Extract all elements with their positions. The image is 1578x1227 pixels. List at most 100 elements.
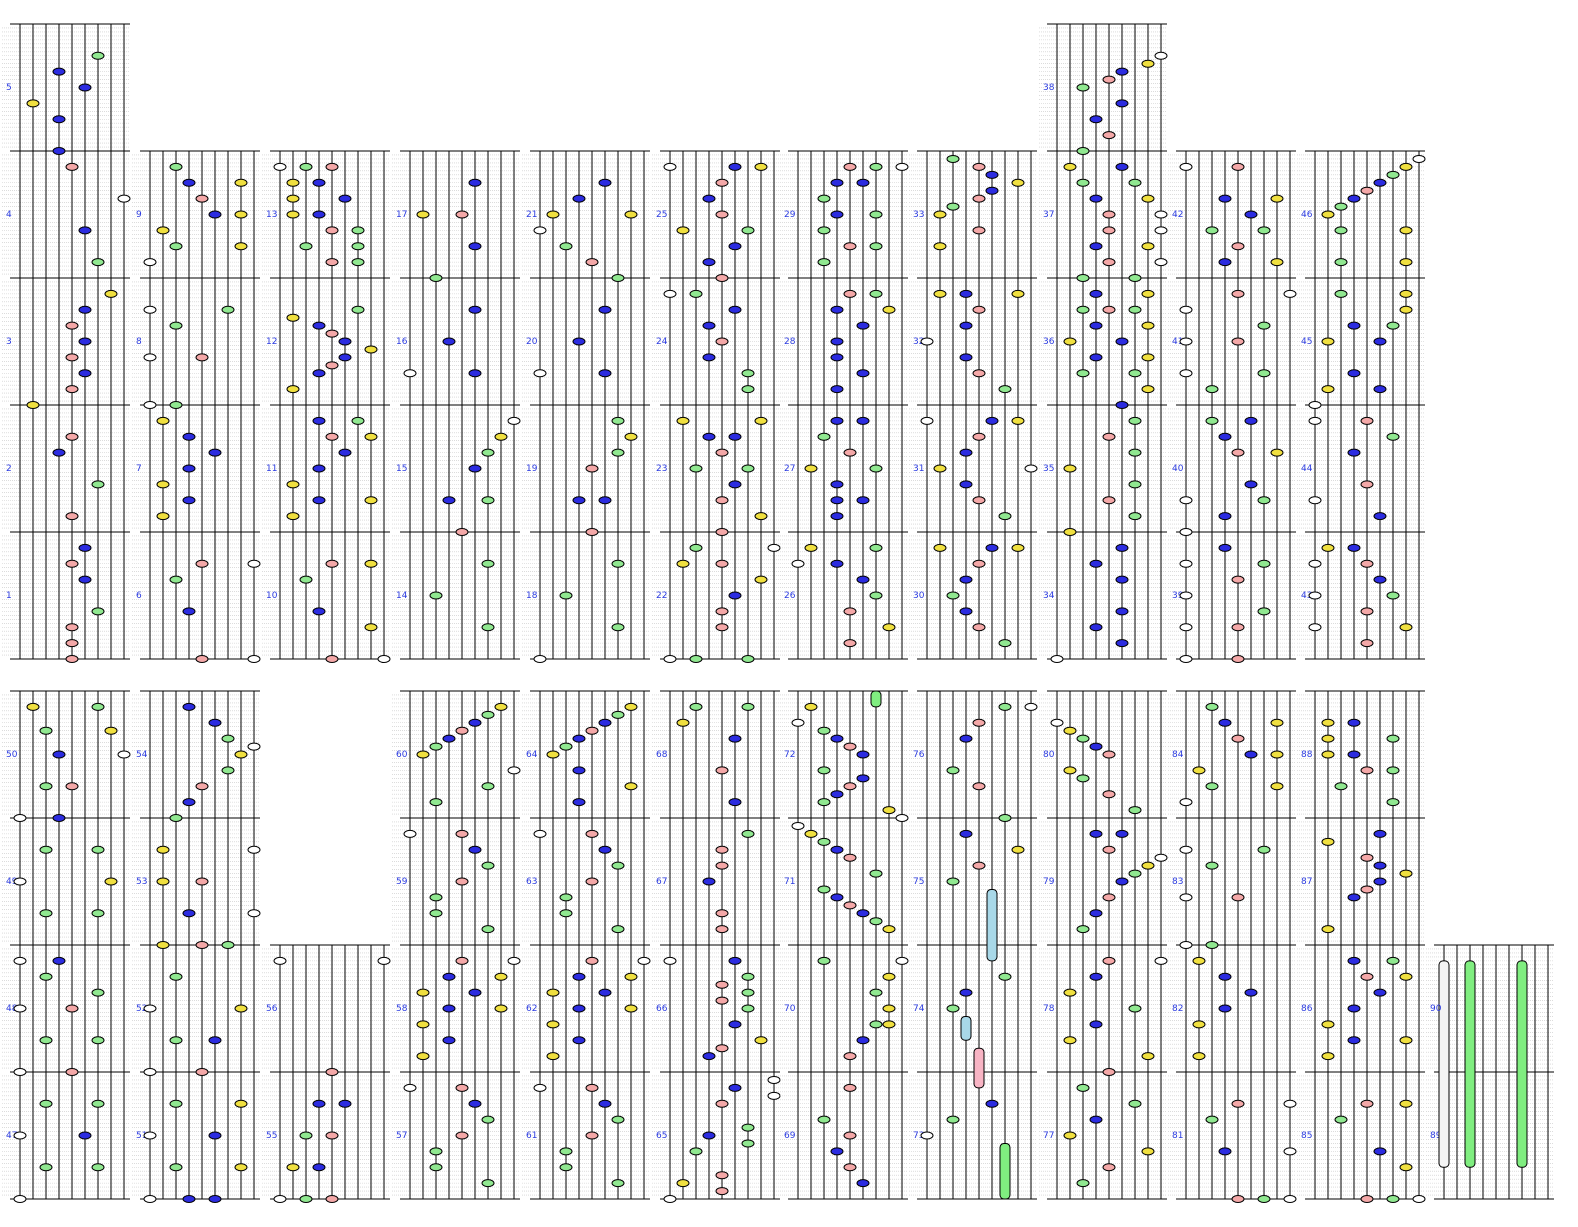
note: [715, 1044, 729, 1053]
note: [1386, 766, 1400, 775]
note: [1231, 893, 1245, 902]
note: [676, 1179, 690, 1188]
note: [1257, 321, 1271, 330]
note: [728, 242, 742, 251]
note: [585, 1131, 599, 1140]
note: [1386, 321, 1400, 330]
note: [1179, 941, 1193, 949]
note: [39, 1036, 53, 1045]
note: [286, 194, 300, 203]
note: [741, 972, 755, 981]
note: [830, 496, 844, 505]
note: [338, 353, 352, 362]
measure-number: 71: [784, 877, 795, 887]
note: [1063, 766, 1077, 775]
note: [1128, 369, 1142, 378]
note: [1089, 742, 1103, 751]
note: [611, 710, 625, 719]
note: [1179, 369, 1193, 378]
note: [364, 623, 378, 632]
note: [869, 988, 883, 997]
note: [1347, 718, 1361, 727]
note: [1205, 702, 1219, 711]
note: [1102, 131, 1116, 140]
measure-number: 14: [396, 591, 408, 601]
note: [156, 877, 170, 886]
note: [403, 369, 417, 378]
note: [182, 909, 196, 918]
note: [572, 972, 586, 981]
note: [843, 289, 857, 298]
note: [843, 607, 857, 616]
note: [895, 162, 909, 171]
note: [65, 385, 79, 394]
note: [1360, 972, 1374, 981]
note: [998, 639, 1012, 648]
note: [1011, 416, 1025, 425]
measure-number: 24: [656, 337, 668, 347]
note: [1115, 575, 1129, 584]
note: [143, 1131, 157, 1140]
note: [143, 258, 157, 267]
note: [856, 496, 870, 505]
note: [728, 1020, 742, 1029]
note: [959, 607, 973, 616]
note: [869, 1020, 883, 1029]
note: [972, 162, 986, 171]
measure-number: 18: [526, 591, 538, 601]
measure-number: 47: [6, 1131, 17, 1141]
note: [1141, 289, 1155, 298]
note: [325, 258, 339, 267]
note: [1115, 829, 1129, 838]
note: [312, 607, 326, 616]
note: [351, 242, 365, 251]
note: [624, 210, 638, 219]
note: [856, 321, 870, 330]
measure-number: 5: [6, 83, 12, 93]
note: [416, 1052, 430, 1061]
note: [1399, 623, 1413, 632]
measure-number: 72: [784, 750, 795, 760]
note: [1231, 242, 1245, 251]
note: [1115, 543, 1129, 552]
note: [1399, 162, 1413, 171]
note: [26, 702, 40, 711]
note: [338, 194, 352, 203]
note: [156, 845, 170, 854]
note: [91, 1099, 105, 1108]
note: [624, 782, 638, 791]
note: [455, 726, 469, 735]
note: [182, 607, 196, 616]
note: [702, 877, 716, 886]
note: [1347, 321, 1361, 330]
note: [546, 988, 560, 997]
note: [715, 337, 729, 346]
note: [1399, 1099, 1413, 1108]
note: [611, 1115, 625, 1124]
note: [455, 1083, 469, 1092]
note: [741, 988, 755, 997]
note: [689, 1147, 703, 1156]
note: [572, 1004, 586, 1013]
note: [1308, 591, 1322, 600]
note: [546, 1020, 560, 1029]
note: [65, 623, 79, 632]
note: [1102, 1068, 1116, 1076]
note: [1399, 869, 1413, 878]
note: [1231, 623, 1245, 632]
note: [13, 1068, 27, 1076]
note: [1179, 798, 1193, 807]
note: [1373, 877, 1387, 886]
note: [416, 988, 430, 997]
note: [1089, 115, 1103, 124]
note: [1128, 178, 1142, 187]
note: [728, 1083, 742, 1092]
note: [1373, 1147, 1387, 1156]
note: [702, 194, 716, 203]
note: [247, 909, 261, 918]
measure-number: 53: [136, 877, 147, 887]
note: [351, 416, 365, 425]
note: [869, 869, 883, 878]
note: [468, 369, 482, 378]
measure-number: 33: [913, 210, 924, 220]
